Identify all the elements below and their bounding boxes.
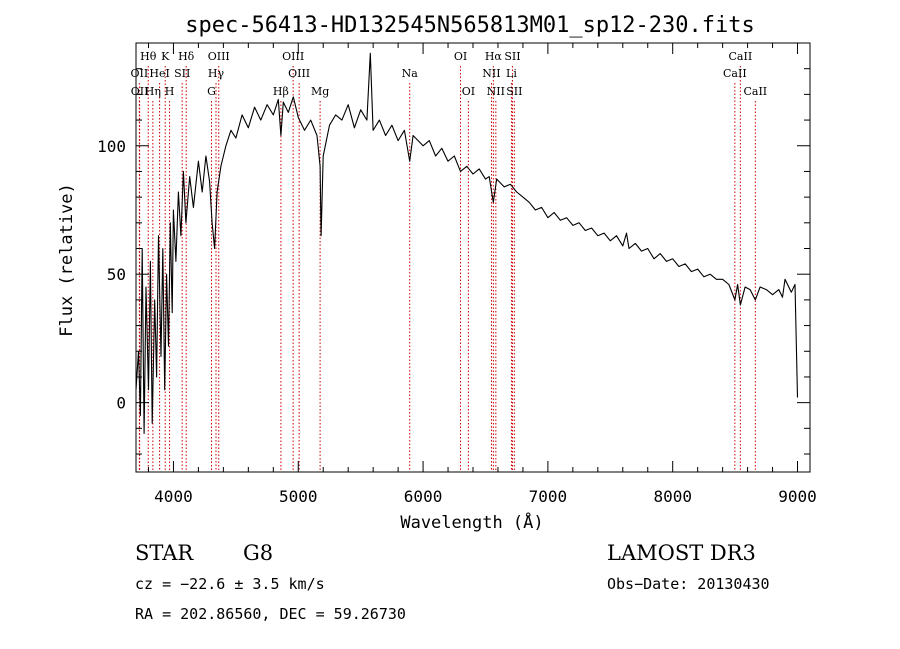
sky-coordinates: RA = 202.86560, DEC = 59.26730 bbox=[135, 605, 406, 623]
line-marker-label: NII bbox=[487, 85, 505, 98]
line-marker-label: Hθ bbox=[140, 50, 157, 63]
y-tick-label: 0 bbox=[116, 394, 126, 413]
object-class: STAR bbox=[135, 541, 194, 565]
line-marker-label: Hγ bbox=[208, 67, 225, 80]
x-tick-label: 5000 bbox=[279, 487, 318, 506]
line-marker-label: HeI bbox=[149, 67, 169, 80]
line-marker-label: OII bbox=[131, 67, 149, 80]
line-marker-label: OII bbox=[131, 85, 149, 98]
line-marker-label: OI bbox=[462, 85, 475, 98]
axis-ticks: 4000 5000 6000 7000 8000 9000 0 50 100 bbox=[97, 42, 817, 506]
line-marker-label: Hα bbox=[485, 50, 503, 63]
spectral-subclass: G8 bbox=[243, 541, 273, 565]
line-marker-label: OIII bbox=[282, 50, 304, 63]
spectrum-line bbox=[135, 52, 799, 435]
spectrum-series bbox=[135, 52, 799, 435]
line-marker-label: G bbox=[207, 85, 216, 98]
x-tick-label: 8000 bbox=[653, 487, 692, 506]
line-marker-label: Li bbox=[506, 67, 517, 80]
y-tick-label: 50 bbox=[107, 265, 126, 284]
x-axis-label: Wavelength (Å) bbox=[400, 511, 543, 533]
chart-title: spec-56413-HD132545N565813M01_sp12-230.f… bbox=[185, 13, 755, 38]
line-marker-label: SII bbox=[504, 50, 520, 63]
redshift-velocity: cz = −22.6 ± 3.5 km/s bbox=[135, 575, 325, 593]
x-tick-label: 6000 bbox=[404, 487, 443, 506]
line-marker-label: OIII bbox=[288, 67, 310, 80]
line-marker-label: CaII bbox=[729, 50, 753, 63]
line-marker-label: OI bbox=[454, 50, 467, 63]
line-marker-label: K bbox=[161, 50, 170, 63]
line-marker-label: NII bbox=[482, 67, 500, 80]
line-marker-label: SII bbox=[506, 85, 522, 98]
survey-name: LAMOST DR3 bbox=[607, 541, 756, 565]
line-marker-label: Hβ bbox=[273, 85, 289, 98]
line-marker-label: H bbox=[165, 85, 175, 98]
observation-date: Obs−Date: 20130430 bbox=[607, 575, 770, 593]
line-marker-label: SII bbox=[174, 67, 190, 80]
line-marker-label: CaII bbox=[743, 85, 767, 98]
line-markers bbox=[138, 66, 756, 472]
plot-frame bbox=[135, 42, 811, 473]
line-marker-label: CaII bbox=[723, 67, 747, 80]
x-tick-label: 9000 bbox=[778, 487, 817, 506]
line-marker-label: Hδ bbox=[178, 50, 195, 63]
line-marker-label: OIII bbox=[208, 50, 230, 63]
line-marker-label: Hη bbox=[145, 85, 161, 98]
y-axis-label: Flux (relative) bbox=[57, 183, 77, 337]
line-marker-label: Na bbox=[402, 67, 419, 80]
x-tick-label: 7000 bbox=[529, 487, 568, 506]
line-marker-label: Mg bbox=[311, 85, 329, 98]
x-tick-label: 4000 bbox=[154, 487, 193, 506]
y-tick-label: 100 bbox=[97, 137, 126, 156]
